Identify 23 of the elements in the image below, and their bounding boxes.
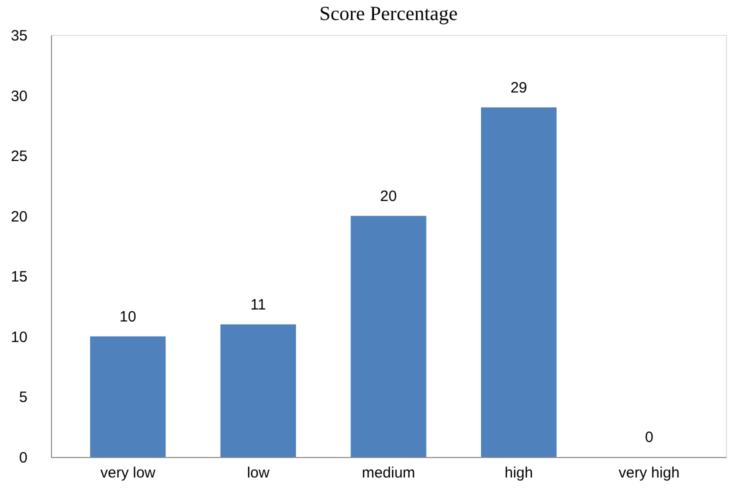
y-tick-label: 35 <box>10 28 28 44</box>
y-tick-label: 0 <box>19 450 28 466</box>
chart-title: Score Percentage <box>319 3 458 25</box>
bar <box>90 336 166 457</box>
x-tick-label: high <box>504 464 533 482</box>
bar <box>220 324 296 457</box>
x-tick-label: very low <box>100 464 156 482</box>
data-label: 20 <box>380 188 397 205</box>
y-tick-label: 10 <box>10 328 28 346</box>
y-tick-label: 15 <box>10 268 28 286</box>
data-label: 0 <box>644 429 654 446</box>
x-tick-label: very high <box>618 464 680 482</box>
data-label: 11 <box>250 296 266 314</box>
bar <box>481 107 557 457</box>
y-tick-label: 5 <box>19 389 28 406</box>
x-tick-label: medium <box>362 464 416 482</box>
bar <box>350 216 426 457</box>
y-tick-label: 30 <box>10 88 28 105</box>
y-tick-label: 25 <box>10 148 28 166</box>
data-label: 10 <box>120 308 136 326</box>
x-tick-label: low <box>246 464 270 482</box>
data-label: 29 <box>510 79 528 96</box>
y-tick-label: 20 <box>10 208 28 226</box>
